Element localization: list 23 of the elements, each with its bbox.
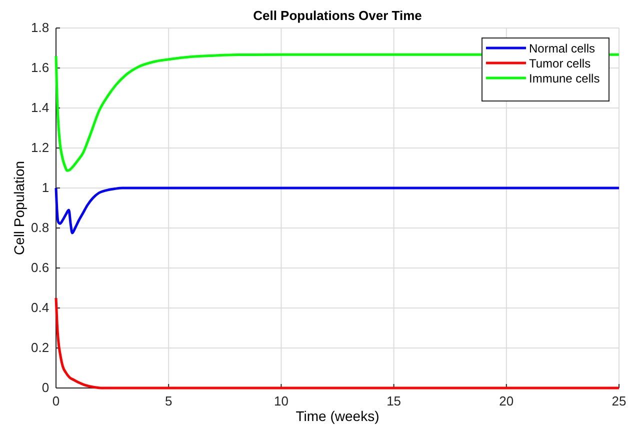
x-tick-label: 0	[52, 393, 60, 408]
y-tick-label: 1.8	[31, 20, 50, 36]
y-tick-label: 1.6	[31, 60, 50, 76]
y-tick-label: 1	[42, 180, 50, 196]
chart-title: Cell Populations Over Time	[253, 8, 422, 23]
y-tick-label: 1.4	[31, 100, 50, 116]
y-tick-label: 0.6	[31, 260, 50, 276]
y-axis-title: Cell Population	[11, 160, 27, 256]
y-tick-label: 0	[42, 380, 50, 396]
y-tick-label: 0.2	[31, 340, 50, 356]
x-tick-label: 25	[612, 393, 626, 408]
x-axis-title: Time (weeks)	[296, 408, 380, 424]
x-tick-label: 20	[499, 393, 514, 408]
legend-label: Tumor cells	[529, 56, 591, 70]
y-tick-label: 1.2	[31, 140, 50, 156]
legend-label: Immune cells	[529, 72, 600, 86]
y-tick-label: 0.4	[31, 300, 50, 316]
x-tick-label: 5	[164, 393, 172, 408]
legend-label: Normal cells	[529, 42, 596, 56]
line-series	[54, 186, 620, 234]
y-tick-label: 0.8	[31, 220, 50, 236]
x-tick-label: 15	[386, 393, 402, 408]
x-tick-label: 10	[274, 393, 288, 408]
